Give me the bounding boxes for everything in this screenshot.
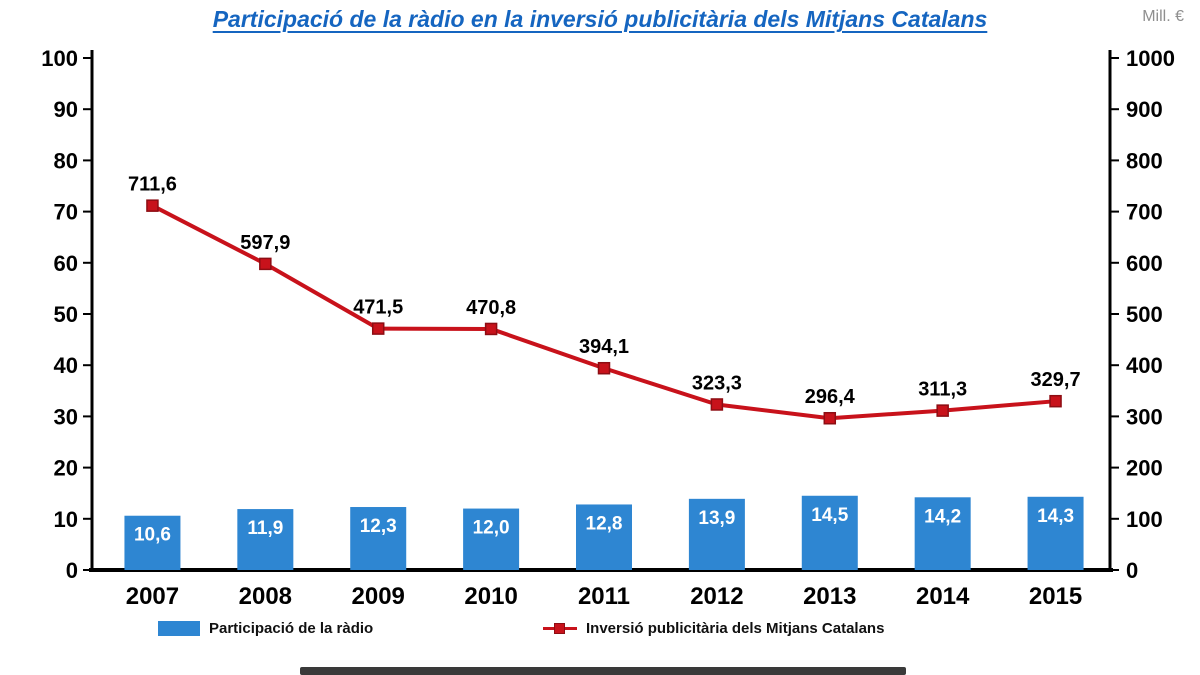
svg-text:597,9: 597,9 [240, 232, 290, 254]
svg-text:300: 300 [1126, 404, 1163, 429]
svg-text:711,6: 711,6 [128, 174, 177, 196]
svg-text:60: 60 [54, 251, 78, 276]
svg-text:2012: 2012 [690, 583, 743, 610]
svg-text:311,3: 311,3 [918, 379, 967, 401]
svg-text:323,3: 323,3 [692, 372, 742, 394]
svg-text:600: 600 [1126, 251, 1163, 276]
svg-text:30: 30 [54, 404, 78, 429]
legend-item-inversio: Inversió publicitària dels Mitjans Catal… [543, 620, 884, 637]
svg-text:200: 200 [1126, 456, 1163, 481]
svg-text:2010: 2010 [464, 583, 517, 610]
svg-text:14,5: 14,5 [811, 505, 848, 526]
svg-text:12,8: 12,8 [586, 513, 623, 534]
svg-text:13,9: 13,9 [698, 508, 735, 529]
svg-text:329,7: 329,7 [1031, 369, 1081, 391]
svg-text:471,5: 471,5 [353, 297, 403, 319]
svg-text:2011: 2011 [578, 583, 630, 610]
svg-text:0: 0 [66, 558, 78, 583]
x-axis-labels: 2007 2008 2009 2010 2011 2012 2013 2014 2015 [126, 583, 1083, 610]
chart-title: Participació de la ràdio en la inversió … [212, 6, 988, 32]
svg-text:20: 20 [54, 456, 78, 481]
svg-text:800: 800 [1126, 148, 1163, 173]
svg-text:500: 500 [1126, 302, 1163, 327]
line-marker-icon [543, 622, 577, 635]
svg-text:470,8: 470,8 [466, 297, 516, 319]
svg-text:50: 50 [54, 302, 78, 327]
svg-text:700: 700 [1126, 200, 1163, 225]
svg-text:100: 100 [41, 46, 78, 71]
legend: Participació de la ràdio Inversió public… [0, 618, 1200, 646]
svg-text:0: 0 [1126, 558, 1138, 583]
svg-text:14,2: 14,2 [924, 506, 961, 527]
svg-text:70: 70 [54, 200, 78, 225]
svg-text:10,6: 10,6 [134, 525, 171, 546]
svg-text:90: 90 [54, 97, 78, 122]
legend-label-radio: Participació de la ràdio [209, 620, 374, 637]
svg-text:12,0: 12,0 [473, 518, 510, 539]
svg-text:40: 40 [54, 353, 78, 378]
svg-text:2014: 2014 [916, 583, 970, 610]
svg-text:296,4: 296,4 [805, 386, 856, 408]
line-series: 711,6 597,9 471,5 470,8 394,1 323,3 296,4 311,3… [128, 174, 1081, 425]
svg-text:2013: 2013 [803, 583, 856, 610]
svg-text:2015: 2015 [1029, 583, 1082, 610]
svg-text:1000: 1000 [1126, 46, 1175, 71]
svg-text:12,3: 12,3 [360, 516, 397, 537]
svg-text:394,1: 394,1 [579, 336, 629, 358]
svg-text:80: 80 [54, 148, 78, 173]
legend-item-radio: Participació de la ràdio [158, 620, 373, 637]
bars-series: 10,6 11,9 12,3 12,0 12,8 13,9 14,5 14,2 14,3 [124, 495, 1084, 570]
bottom-divider [300, 667, 906, 675]
svg-text:100: 100 [1126, 507, 1163, 532]
svg-text:14,3: 14,3 [1037, 506, 1074, 527]
svg-text:2009: 2009 [352, 583, 405, 610]
combo-chart: 0102030405060708090100010020030040050060… [41, 46, 1175, 610]
svg-text:11,9: 11,9 [247, 518, 283, 539]
legend-label-inversio: Inversió publicitària dels Mitjans Catal… [586, 620, 885, 637]
svg-text:2007: 2007 [126, 583, 179, 610]
svg-text:400: 400 [1126, 353, 1163, 378]
svg-text:10: 10 [54, 507, 78, 532]
axes: 0102030405060708090100010020030040050060… [41, 46, 1175, 583]
right-axis-unit-label: Mill. € [1142, 8, 1184, 25]
svg-text:900: 900 [1126, 97, 1163, 122]
bar-swatch-icon [158, 621, 200, 636]
svg-text:2008: 2008 [239, 583, 292, 610]
